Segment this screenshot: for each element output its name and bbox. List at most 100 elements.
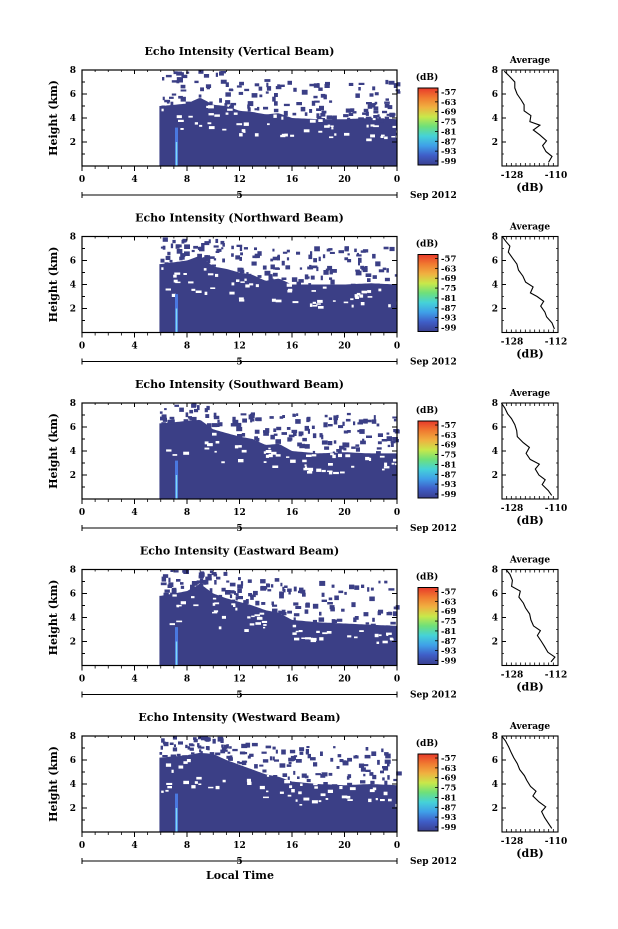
echo-pixel bbox=[311, 265, 318, 269]
y-tick-label: 6 bbox=[70, 590, 76, 600]
echo-gap bbox=[178, 765, 184, 769]
echo-pixel bbox=[239, 81, 244, 86]
echo-gap bbox=[172, 594, 177, 597]
echo-pixel bbox=[223, 744, 227, 749]
colorbar-label: (dB) bbox=[416, 72, 438, 83]
echo-gap bbox=[188, 115, 193, 118]
colorbar-tick-label: -81 bbox=[441, 627, 456, 637]
echo-pixel bbox=[238, 91, 244, 95]
echo-pixel bbox=[321, 440, 328, 445]
echo-gap bbox=[212, 432, 217, 436]
echo-pixel bbox=[219, 98, 222, 103]
echo-pixel bbox=[322, 254, 326, 259]
echo-gap bbox=[240, 281, 245, 283]
echo-gap bbox=[255, 284, 259, 288]
echo-gap bbox=[227, 108, 233, 111]
echo-pixel bbox=[170, 243, 174, 249]
echo-pixel bbox=[358, 260, 360, 266]
average-y-tick-label: 2 bbox=[492, 638, 498, 648]
echo-pixel bbox=[392, 437, 398, 441]
echo-gap bbox=[199, 124, 203, 127]
echo-gap bbox=[391, 462, 395, 465]
echo-gap bbox=[330, 125, 334, 127]
echo-pixel bbox=[204, 257, 210, 262]
echo-pixel bbox=[305, 748, 309, 754]
echo-pixel bbox=[171, 93, 177, 96]
echo-pixel bbox=[232, 748, 238, 752]
echo-pixel bbox=[272, 256, 278, 261]
echo-gap bbox=[212, 597, 217, 600]
echo-pixel bbox=[215, 72, 218, 77]
echo-pixel bbox=[254, 108, 257, 111]
echo-pixel bbox=[282, 773, 288, 777]
echo-gap bbox=[207, 443, 213, 447]
echo-pixel bbox=[260, 579, 266, 584]
echo-gap bbox=[338, 453, 342, 458]
echo-pixel bbox=[209, 752, 215, 757]
x-axis-label: Local Time bbox=[206, 869, 274, 882]
echo-gap bbox=[183, 780, 189, 785]
echo-gap bbox=[286, 283, 292, 287]
echo-pixel bbox=[321, 110, 327, 114]
echo-pixel bbox=[264, 79, 271, 82]
echo-gap bbox=[378, 634, 382, 637]
echo-pixel bbox=[236, 85, 242, 88]
echo-pixel bbox=[385, 79, 389, 85]
echo-gap bbox=[396, 130, 401, 133]
echo-pixel bbox=[213, 245, 219, 248]
echo-gap bbox=[188, 281, 194, 284]
x-tick-label: 0 bbox=[394, 841, 400, 851]
echo-pixel bbox=[288, 434, 295, 438]
echo-pixel bbox=[229, 594, 233, 599]
echo-pixel bbox=[236, 426, 243, 432]
colorbar-tick-label: -57 bbox=[441, 421, 456, 431]
echo-pixel bbox=[179, 407, 184, 412]
average-y-tick-label: 2 bbox=[492, 804, 498, 814]
echo-pixel bbox=[313, 762, 318, 767]
y-tick-label: 6 bbox=[70, 423, 76, 433]
echo-pixel bbox=[176, 753, 181, 756]
echo-gap bbox=[222, 128, 227, 131]
echo-pixel bbox=[275, 86, 282, 90]
echo-pixel bbox=[338, 250, 344, 254]
echo-pixel bbox=[215, 752, 221, 756]
echo-pixel bbox=[370, 780, 375, 785]
colorbar-tick-label: -63 bbox=[441, 597, 456, 607]
echo-gap bbox=[298, 630, 303, 633]
echo-pixel bbox=[193, 245, 199, 249]
echo-gap bbox=[231, 603, 235, 606]
echo-pixel bbox=[189, 409, 194, 414]
echo-gap bbox=[350, 298, 354, 301]
echo-pixel bbox=[191, 752, 195, 755]
echo-gap bbox=[172, 454, 178, 456]
echo-pixel bbox=[211, 264, 216, 267]
echo-pixel bbox=[320, 751, 323, 756]
echo-pixel bbox=[348, 82, 354, 86]
echo-pixel bbox=[304, 609, 309, 614]
echo-gap bbox=[214, 450, 217, 453]
echo-pixel bbox=[161, 105, 165, 108]
echo-pixel bbox=[390, 442, 394, 447]
echo-pixel bbox=[310, 251, 313, 255]
echo-pixel bbox=[341, 608, 345, 612]
echo-pixel bbox=[199, 584, 204, 587]
echo-pixel bbox=[384, 759, 391, 764]
echo-pixel bbox=[160, 745, 163, 750]
echo-stripe-core bbox=[175, 641, 178, 666]
echo-pixel bbox=[300, 106, 306, 112]
echo-pixel bbox=[263, 106, 269, 110]
echo-pixel bbox=[296, 102, 302, 106]
echo-gap bbox=[378, 288, 382, 292]
echo-pixel bbox=[268, 275, 273, 280]
average-x-axis-label: (dB) bbox=[516, 514, 543, 527]
echo-pixel bbox=[209, 588, 213, 593]
echo-gap bbox=[169, 623, 175, 626]
echo-pixel bbox=[160, 582, 167, 586]
echo-pixel bbox=[272, 272, 278, 277]
y-tick-label: 6 bbox=[70, 257, 76, 267]
echo-pixel bbox=[181, 74, 188, 79]
echo-pixel bbox=[232, 416, 236, 422]
echo-gap bbox=[279, 791, 284, 794]
echo-pixel bbox=[165, 255, 171, 260]
echo-pixel bbox=[182, 755, 187, 760]
